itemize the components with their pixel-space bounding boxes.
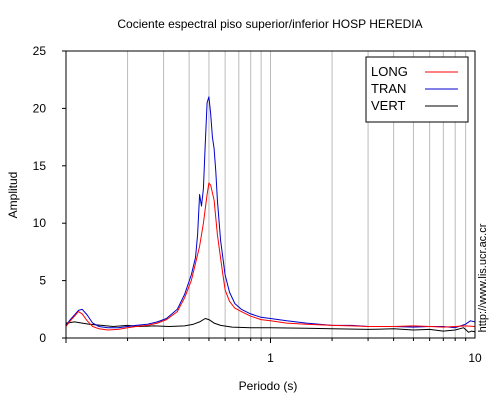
- y-tick-label: 5: [39, 274, 46, 288]
- plot-area: [66, 96, 475, 333]
- x-tick-label: 10: [468, 351, 482, 365]
- y-axis-label: Amplitud: [6, 172, 20, 219]
- series-line-vert: [66, 318, 475, 333]
- y-tick-label: 25: [33, 44, 47, 58]
- legend-label-vert: VERT: [371, 98, 405, 113]
- axes: 0 5 10 15 20 25 1 10: [33, 44, 482, 365]
- legend-label-long: LONG: [371, 64, 408, 79]
- chart-title: Cociente espectral piso superior/inferio…: [117, 17, 422, 31]
- source-url: http://www.lis.ucr.ac.cr: [477, 223, 489, 332]
- y-tick-label: 10: [33, 216, 47, 230]
- legend: LONG TRAN VERT: [365, 56, 469, 123]
- y-tick-label: 0: [39, 331, 46, 345]
- y-tick-label: 15: [33, 159, 47, 173]
- y-tick-label: 20: [33, 101, 47, 115]
- x-axis-label: Periodo (s): [239, 379, 298, 393]
- legend-label-tran: TRAN: [371, 81, 406, 96]
- x-tick-label: 1: [267, 351, 274, 365]
- series-line-long: [66, 182, 475, 331]
